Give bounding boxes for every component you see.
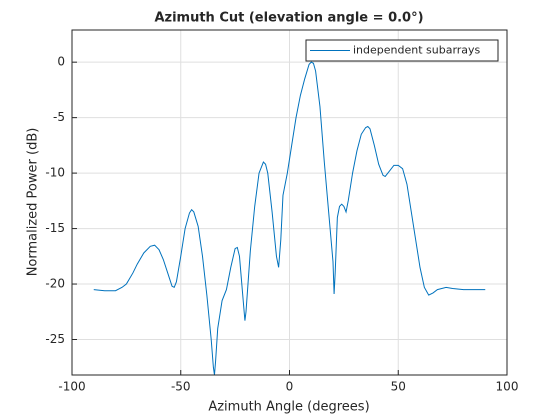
x-axis-label: Azimuth Angle (degrees) <box>208 400 369 415</box>
axes-box <box>71 29 508 376</box>
y-tick-label: -5 <box>53 110 65 124</box>
y-tick-label: 0 <box>57 55 65 69</box>
y-tick-label: -20 <box>45 277 65 291</box>
x-tick-label: -50 <box>171 380 191 394</box>
x-tick-label: 50 <box>391 380 406 394</box>
legend-label: independent subarrays <box>353 44 481 57</box>
x-tick-label: -100 <box>58 380 85 394</box>
y-tick-label: -15 <box>45 221 65 235</box>
y-tick-label: -10 <box>45 166 65 180</box>
x-tick-label: 0 <box>286 380 294 394</box>
y-tick-label: -25 <box>45 332 65 346</box>
legend-box <box>305 39 499 62</box>
data-line <box>93 61 486 375</box>
chart-title: Azimuth Cut (elevation angle = 0.0°) <box>154 11 423 26</box>
y-axis-label: Normalized Power (dB) <box>26 128 41 277</box>
x-tick-label: 100 <box>496 380 519 394</box>
